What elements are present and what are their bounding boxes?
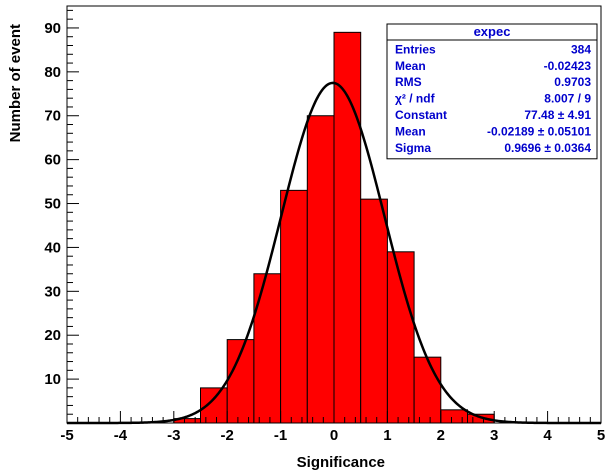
stats-row-label: Constant	[395, 108, 447, 122]
x-tick-label: 0	[330, 427, 338, 444]
x-tick-labels: -5 -4 -3 -2 -1 0 1 2 3 4 5	[60, 427, 605, 444]
stats-row-value: 0.9696 ± 0.0364	[504, 141, 591, 155]
histogram-bar	[253, 273, 282, 424]
stats-row-value: -0.02189 ± 0.05101	[487, 124, 591, 138]
y-axis-title: Number of event	[7, 24, 24, 142]
y-tick-label: 70	[44, 108, 61, 125]
stats-row-label: Mean	[395, 59, 426, 73]
stats-row-value: -0.02423	[544, 59, 592, 73]
stats-row-label: Sigma	[395, 141, 431, 155]
histogram-bar	[306, 115, 335, 424]
stats-row-value: 0.9703	[554, 75, 591, 89]
x-tick-label: 3	[490, 427, 498, 444]
stats-row-value: 384	[571, 42, 591, 56]
y-tick-label: 60	[44, 152, 61, 169]
stats-box-frame	[386, 23, 598, 160]
y-tick-label: 90	[44, 20, 61, 37]
stats-row-label: Entries	[395, 42, 436, 56]
y-tick-label: 20	[44, 327, 61, 344]
histogram-bar	[280, 189, 308, 424]
gaussian-fit-curve	[67, 81, 601, 425]
x-tick-label: 4	[543, 427, 552, 444]
y-tick-label: 40	[44, 239, 61, 256]
stats-row-value: 77.48 ± 4.91	[524, 108, 591, 122]
y-tick-label: 30	[44, 283, 61, 300]
stats-row-label: Mean	[395, 124, 426, 138]
x-tick-label: 5	[597, 427, 605, 444]
stats-row-value: 8.007 / 9	[544, 92, 591, 106]
histogram-bar	[200, 387, 228, 424]
x-tick-label: 2	[437, 427, 445, 444]
stats-row-label: χ² / ndf	[395, 92, 436, 106]
y-tick-label: 10	[44, 371, 61, 388]
stats-row-label: RMS	[395, 75, 422, 89]
axes	[66, 9, 602, 424]
stats-box: expec Entries 384 Mean -0.02423 RMS 0.9703 χ² /…	[386, 23, 598, 160]
x-tick-label: -1	[274, 427, 287, 444]
x-tick-label: -2	[221, 427, 234, 444]
histogram-bar	[440, 409, 468, 424]
x-tick-label: -4	[114, 427, 128, 444]
stats-box-title: expec	[474, 24, 511, 39]
x-tick-label: -3	[167, 427, 180, 444]
histogram-bar	[413, 356, 442, 424]
y-tick-labels: 10 20 30 40 50 60 70 80 90	[44, 20, 61, 388]
histogram-bar	[333, 31, 362, 424]
histogram-bar	[360, 198, 388, 424]
x-tick-label: -5	[60, 427, 73, 444]
x-axis-title: Significance	[297, 454, 385, 471]
x-tick-label: 1	[383, 427, 391, 444]
y-tick-label: 80	[44, 64, 61, 81]
y-tick-label: 50	[44, 196, 61, 213]
